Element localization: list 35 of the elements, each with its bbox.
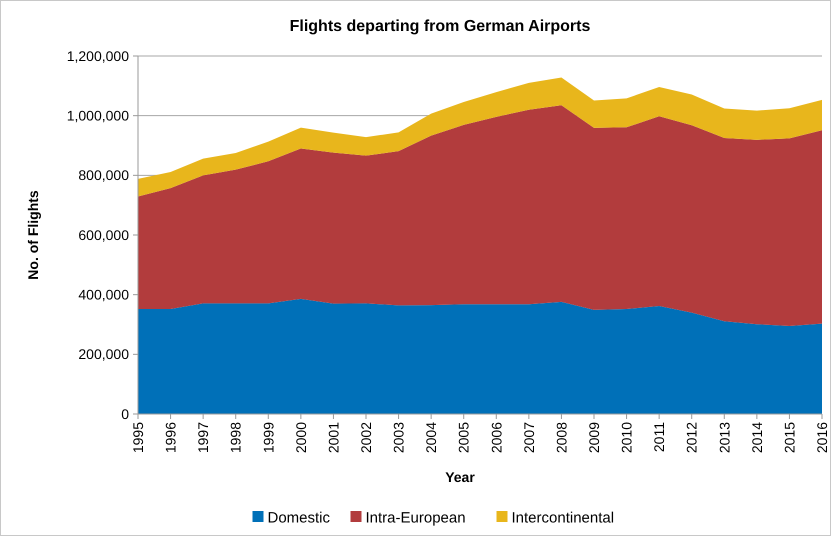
x-tick-label: 2010 — [618, 422, 635, 454]
y-tick-label: 1,000,000 — [66, 108, 130, 124]
x-tick-label: 2014 — [748, 422, 765, 454]
y-tick-label: 0 — [121, 406, 130, 422]
x-tick-label: 1995 — [130, 422, 146, 454]
y-tick-label: 200,000 — [78, 346, 130, 362]
x-tick-label: 2002 — [358, 422, 374, 454]
x-tick-label: 2006 — [488, 422, 504, 454]
legend-label: Domestic — [268, 509, 331, 526]
y-tick-label: 400,000 — [78, 286, 130, 303]
chart-title: Flights departing from German Airports — [290, 18, 590, 35]
x-tick-label: 2008 — [553, 422, 570, 454]
legend-label: Intercontinental — [512, 509, 614, 526]
y-axis-title: No. of Flights — [25, 190, 41, 280]
x-tick-label: 2016 — [814, 422, 830, 454]
y-tick-label: 1,200,000 — [66, 48, 130, 64]
x-tick-label: 1998 — [228, 422, 244, 454]
x-tick-label: 2011 — [651, 422, 668, 452]
x-tick-label: 2000 — [292, 422, 309, 454]
x-tick-label: 2001 — [325, 422, 342, 454]
x-tick-label: 2015 — [781, 422, 798, 454]
x-tick-label: 1996 — [162, 422, 179, 454]
x-tick-label: 2004 — [423, 422, 440, 454]
x-tick-label: 2009 — [586, 422, 602, 454]
x-tick-label: 1999 — [260, 422, 276, 454]
x-tick-label: 2005 — [456, 422, 472, 454]
x-tick-label: 2013 — [716, 422, 732, 454]
x-axis-title: Year — [445, 469, 476, 485]
x-tick-label: 2012 — [684, 422, 700, 454]
y-tick-label: 600,000 — [78, 226, 130, 243]
x-tick-label: 1997 — [195, 422, 212, 454]
y-tick-label: 800,000 — [78, 167, 130, 184]
x-tick-label: 2003 — [390, 422, 407, 454]
legend-label: Intra-European — [366, 509, 466, 526]
x-tick-label: 2007 — [520, 422, 537, 454]
